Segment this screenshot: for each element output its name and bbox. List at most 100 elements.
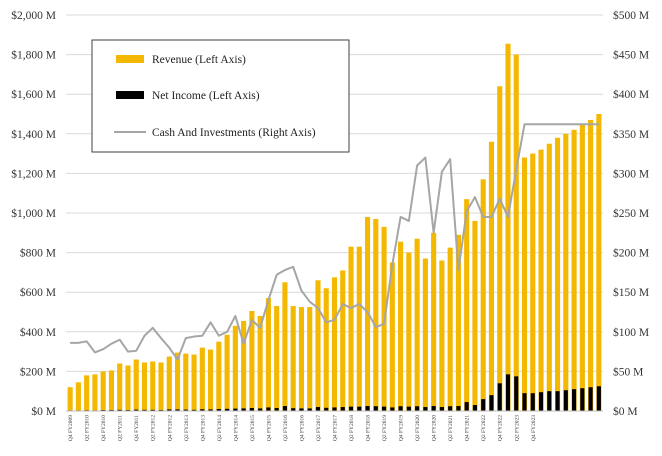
y-tick-label-right: $200 M [613,247,649,260]
revenue-bar [480,179,486,411]
net-income-bar [580,388,585,411]
x-tick-label: Q4 FY2011 [134,415,140,441]
x-tick-label: Q2 FY2011 [118,415,124,441]
revenue-bar [141,362,148,411]
revenue-bar [472,220,478,411]
x-tick-label: Q4 FY2010 [101,415,107,441]
net-income-bar [514,376,519,411]
legend-net-income-swatch [116,91,144,99]
revenue-bar [191,354,197,411]
net-income-bar [266,407,271,411]
x-tick-label: Q4 FY2018 [366,415,372,441]
x-tick-label: Q2 FY2014 [217,415,223,441]
x-tick-label: Q2 FY2017 [316,415,322,441]
y-tick-label-left: $200 M [20,365,56,378]
revenue-bar [356,246,362,411]
net-income-bar [373,406,378,411]
revenue-bar [373,218,379,411]
revenue-bar [331,277,338,411]
net-income-bar [448,406,453,411]
y-tick-label-left: $1,600 M [11,88,56,101]
revenue-bar [497,86,503,411]
revenue-bar [488,141,495,411]
x-tick-label: Q4 FY2019 [399,415,405,441]
x-tick-label: Q4 FY2015 [266,415,272,441]
net-income-bar [307,408,312,411]
y-tick-label-left: $400 M [20,326,56,339]
net-income-bar [382,406,387,411]
y-tick-label-right: $150 M [613,286,649,299]
net-income-bar [249,408,254,411]
x-tick-label: Q2 FY2021 [448,415,454,441]
net-income-bar [596,386,601,411]
x-tick-label: Q2 FY2019 [382,415,388,441]
revenue-bar [150,361,156,411]
net-income-bar [274,408,279,411]
x-tick-label: Q2 FY2018 [349,415,355,441]
y-tick-label-right: $400 M [613,88,649,101]
net-income-bar [365,406,370,411]
revenue-bar [538,149,544,411]
lines [70,123,599,361]
x-tick-label: Q2 FY2013 [184,415,190,441]
revenue-bar [183,353,189,411]
revenue-bar [241,320,247,411]
x-tick-label: Q4 FY2009 [68,415,74,441]
net-income-bar [258,408,263,411]
net-income-bar [357,406,362,411]
net-income-bar [423,407,428,411]
revenue-bar [174,352,181,411]
net-income-bar [117,409,122,411]
net-income-bar [406,406,411,411]
bars [67,43,602,412]
revenue-bar [158,362,164,411]
y-tick-label-right: $100 M [613,326,649,339]
revenue-bar [307,307,313,411]
legend-revenue-swatch [116,55,144,63]
y-tick-label-left: $2,000 M [11,9,56,22]
revenue-bar [588,119,594,411]
revenue-bar [563,133,569,412]
revenue-bar [389,262,395,411]
net-income-bar [150,409,155,411]
net-income-bar [563,390,568,411]
revenue-bar [265,298,271,411]
revenue-bar [249,311,255,411]
revenue-bar [75,382,81,411]
revenue-bar [464,199,470,411]
net-income-bar [489,395,494,411]
revenue-bar [340,270,346,411]
x-tick-label: Q4 FY2017 [333,415,339,441]
revenue-bar [108,370,114,411]
net-income-bar [530,393,535,411]
revenue-bar [348,246,354,411]
revenue-bar [455,234,461,411]
revenue-bar [447,247,453,411]
revenue-bar [505,43,511,412]
y-tick-label-right: $250 M [613,207,649,220]
revenue-bar [521,157,528,411]
x-tick-label: Q2 FY2012 [151,415,157,441]
revenue-bar [546,143,552,411]
x-tick-label: Q2 FY2016 [283,415,289,441]
revenue-bar [290,306,296,411]
net-income-bar [439,407,444,411]
revenue-bar [92,374,98,411]
revenue-bar [117,363,123,411]
net-income-bar [167,409,172,411]
revenue-bar [513,54,519,411]
net-income-bar [324,407,329,411]
net-income-bar [291,408,296,411]
revenue-bar [406,252,412,411]
x-tick-label: Q4 FY2021 [465,415,471,441]
x-tick-label: Q2 FY2023 [514,415,520,441]
revenue-bar [398,241,404,411]
y-tick-label-left: $1,400 M [11,128,56,141]
net-income-bar [200,409,205,411]
x-tick-label: Q2 FY2022 [481,415,487,441]
net-income-bar [505,374,511,411]
revenue-bar [199,347,205,411]
x-tick-label: Q4 FY2013 [200,415,206,441]
